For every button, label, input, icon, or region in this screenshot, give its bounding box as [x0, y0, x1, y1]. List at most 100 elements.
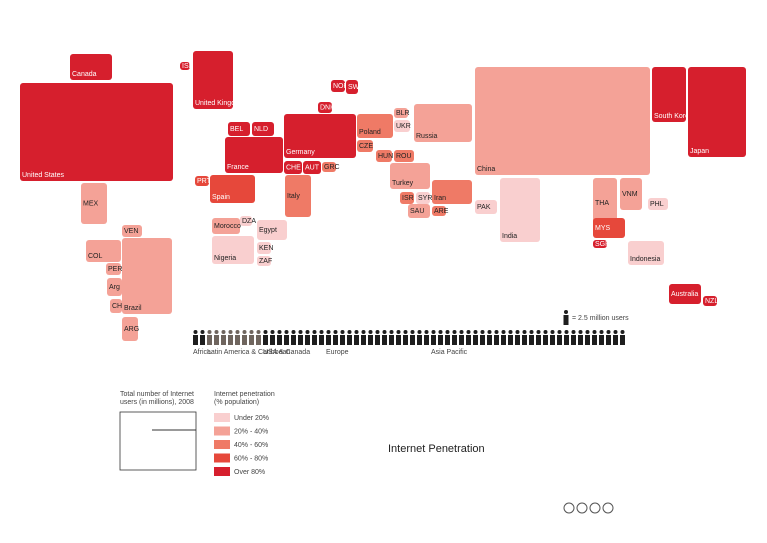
- person-head: [599, 330, 604, 334]
- person-body: [585, 335, 590, 345]
- person-body: [557, 335, 562, 345]
- country-label: Egypt: [259, 227, 277, 234]
- person-head: [487, 330, 492, 334]
- person-head: [480, 330, 485, 334]
- people-group: [263, 330, 324, 345]
- person-body: [431, 335, 436, 345]
- country: [357, 140, 373, 152]
- country: [285, 175, 311, 217]
- license-icons: [563, 502, 614, 514]
- country-label: Japan: [690, 148, 709, 155]
- country: [81, 183, 107, 224]
- person-head: [459, 330, 464, 334]
- country: [122, 225, 142, 237]
- person-body: [249, 335, 254, 345]
- person-head: [452, 330, 457, 334]
- person-body: [564, 335, 569, 345]
- person-body: [235, 335, 240, 345]
- country-label: GRC: [324, 164, 340, 171]
- country: [703, 296, 717, 306]
- person-head: [522, 330, 527, 334]
- person-body: [501, 335, 506, 345]
- person-head: [564, 310, 568, 314]
- person-body: [291, 335, 296, 345]
- person-head: [375, 330, 380, 334]
- person-body: [424, 335, 429, 345]
- person-head: [606, 330, 611, 334]
- person-body: [445, 335, 450, 345]
- country: [122, 238, 172, 314]
- person-body: [270, 335, 275, 345]
- person-head: [235, 330, 240, 334]
- person-body: [354, 335, 359, 345]
- legend-label: Over 80%: [234, 469, 265, 476]
- person-head: [417, 330, 422, 334]
- legend-title: Total number of Internet: [120, 391, 194, 398]
- person-head: [543, 330, 548, 334]
- country-label: NOR: [333, 83, 349, 90]
- country: [212, 236, 254, 264]
- country: [432, 180, 472, 204]
- country: [210, 175, 255, 203]
- person-body: [256, 335, 261, 345]
- person-head: [585, 330, 590, 334]
- country-label: NLD: [254, 126, 268, 133]
- country: [284, 161, 302, 174]
- person-head: [494, 330, 499, 334]
- country-label: HUN: [378, 153, 393, 160]
- person-body: [214, 335, 219, 345]
- country-label: Poland: [359, 129, 381, 136]
- country: [628, 241, 664, 265]
- people-group: [431, 330, 625, 345]
- legend-label: 60% - 80%: [234, 455, 268, 462]
- person-body: [578, 335, 583, 345]
- person-body: [550, 335, 555, 345]
- person-body: [207, 335, 212, 345]
- person-head: [368, 330, 373, 334]
- person-head: [298, 330, 303, 334]
- country: [331, 80, 345, 92]
- person-body: [403, 335, 408, 345]
- person-body: [592, 335, 597, 345]
- country-label: SWE: [348, 84, 364, 91]
- country-label: Arg: [109, 284, 120, 291]
- person-head: [550, 330, 555, 334]
- country: [394, 150, 414, 162]
- country-label: CHE: [286, 164, 301, 171]
- country: [357, 114, 393, 138]
- person-head: [473, 330, 478, 334]
- country-label: Russia: [416, 133, 438, 140]
- region-label: Asia Pacific: [431, 349, 468, 356]
- country: [593, 240, 607, 248]
- country-label: United States: [22, 172, 65, 179]
- person-head: [508, 330, 513, 334]
- person-head: [200, 330, 205, 334]
- person-body: [563, 315, 569, 325]
- country: [252, 122, 274, 136]
- legend-title: users (in millions), 2008: [120, 399, 194, 406]
- legend-label: 40% - 60%: [234, 442, 268, 449]
- person-head: [557, 330, 562, 334]
- country: [257, 242, 271, 254]
- person-body: [529, 335, 534, 345]
- person-body: [298, 335, 303, 345]
- person-head: [249, 330, 254, 334]
- country-label: United Kingdom: [195, 100, 245, 107]
- unit-icon: [563, 310, 569, 325]
- country-label: SGP: [595, 241, 610, 248]
- person-body: [389, 335, 394, 345]
- country: [106, 263, 121, 275]
- country-label: Italy: [287, 193, 300, 200]
- country: [346, 80, 358, 94]
- country: [70, 54, 112, 80]
- country: [593, 218, 625, 238]
- person-body: [571, 335, 576, 345]
- country: [408, 204, 430, 218]
- person-body: [277, 335, 282, 345]
- person-head: [445, 330, 450, 334]
- person-head: [564, 330, 569, 334]
- person-head: [207, 330, 212, 334]
- legend-swatch: [214, 467, 230, 476]
- country: [257, 220, 287, 240]
- country-label: Brazil: [124, 305, 142, 312]
